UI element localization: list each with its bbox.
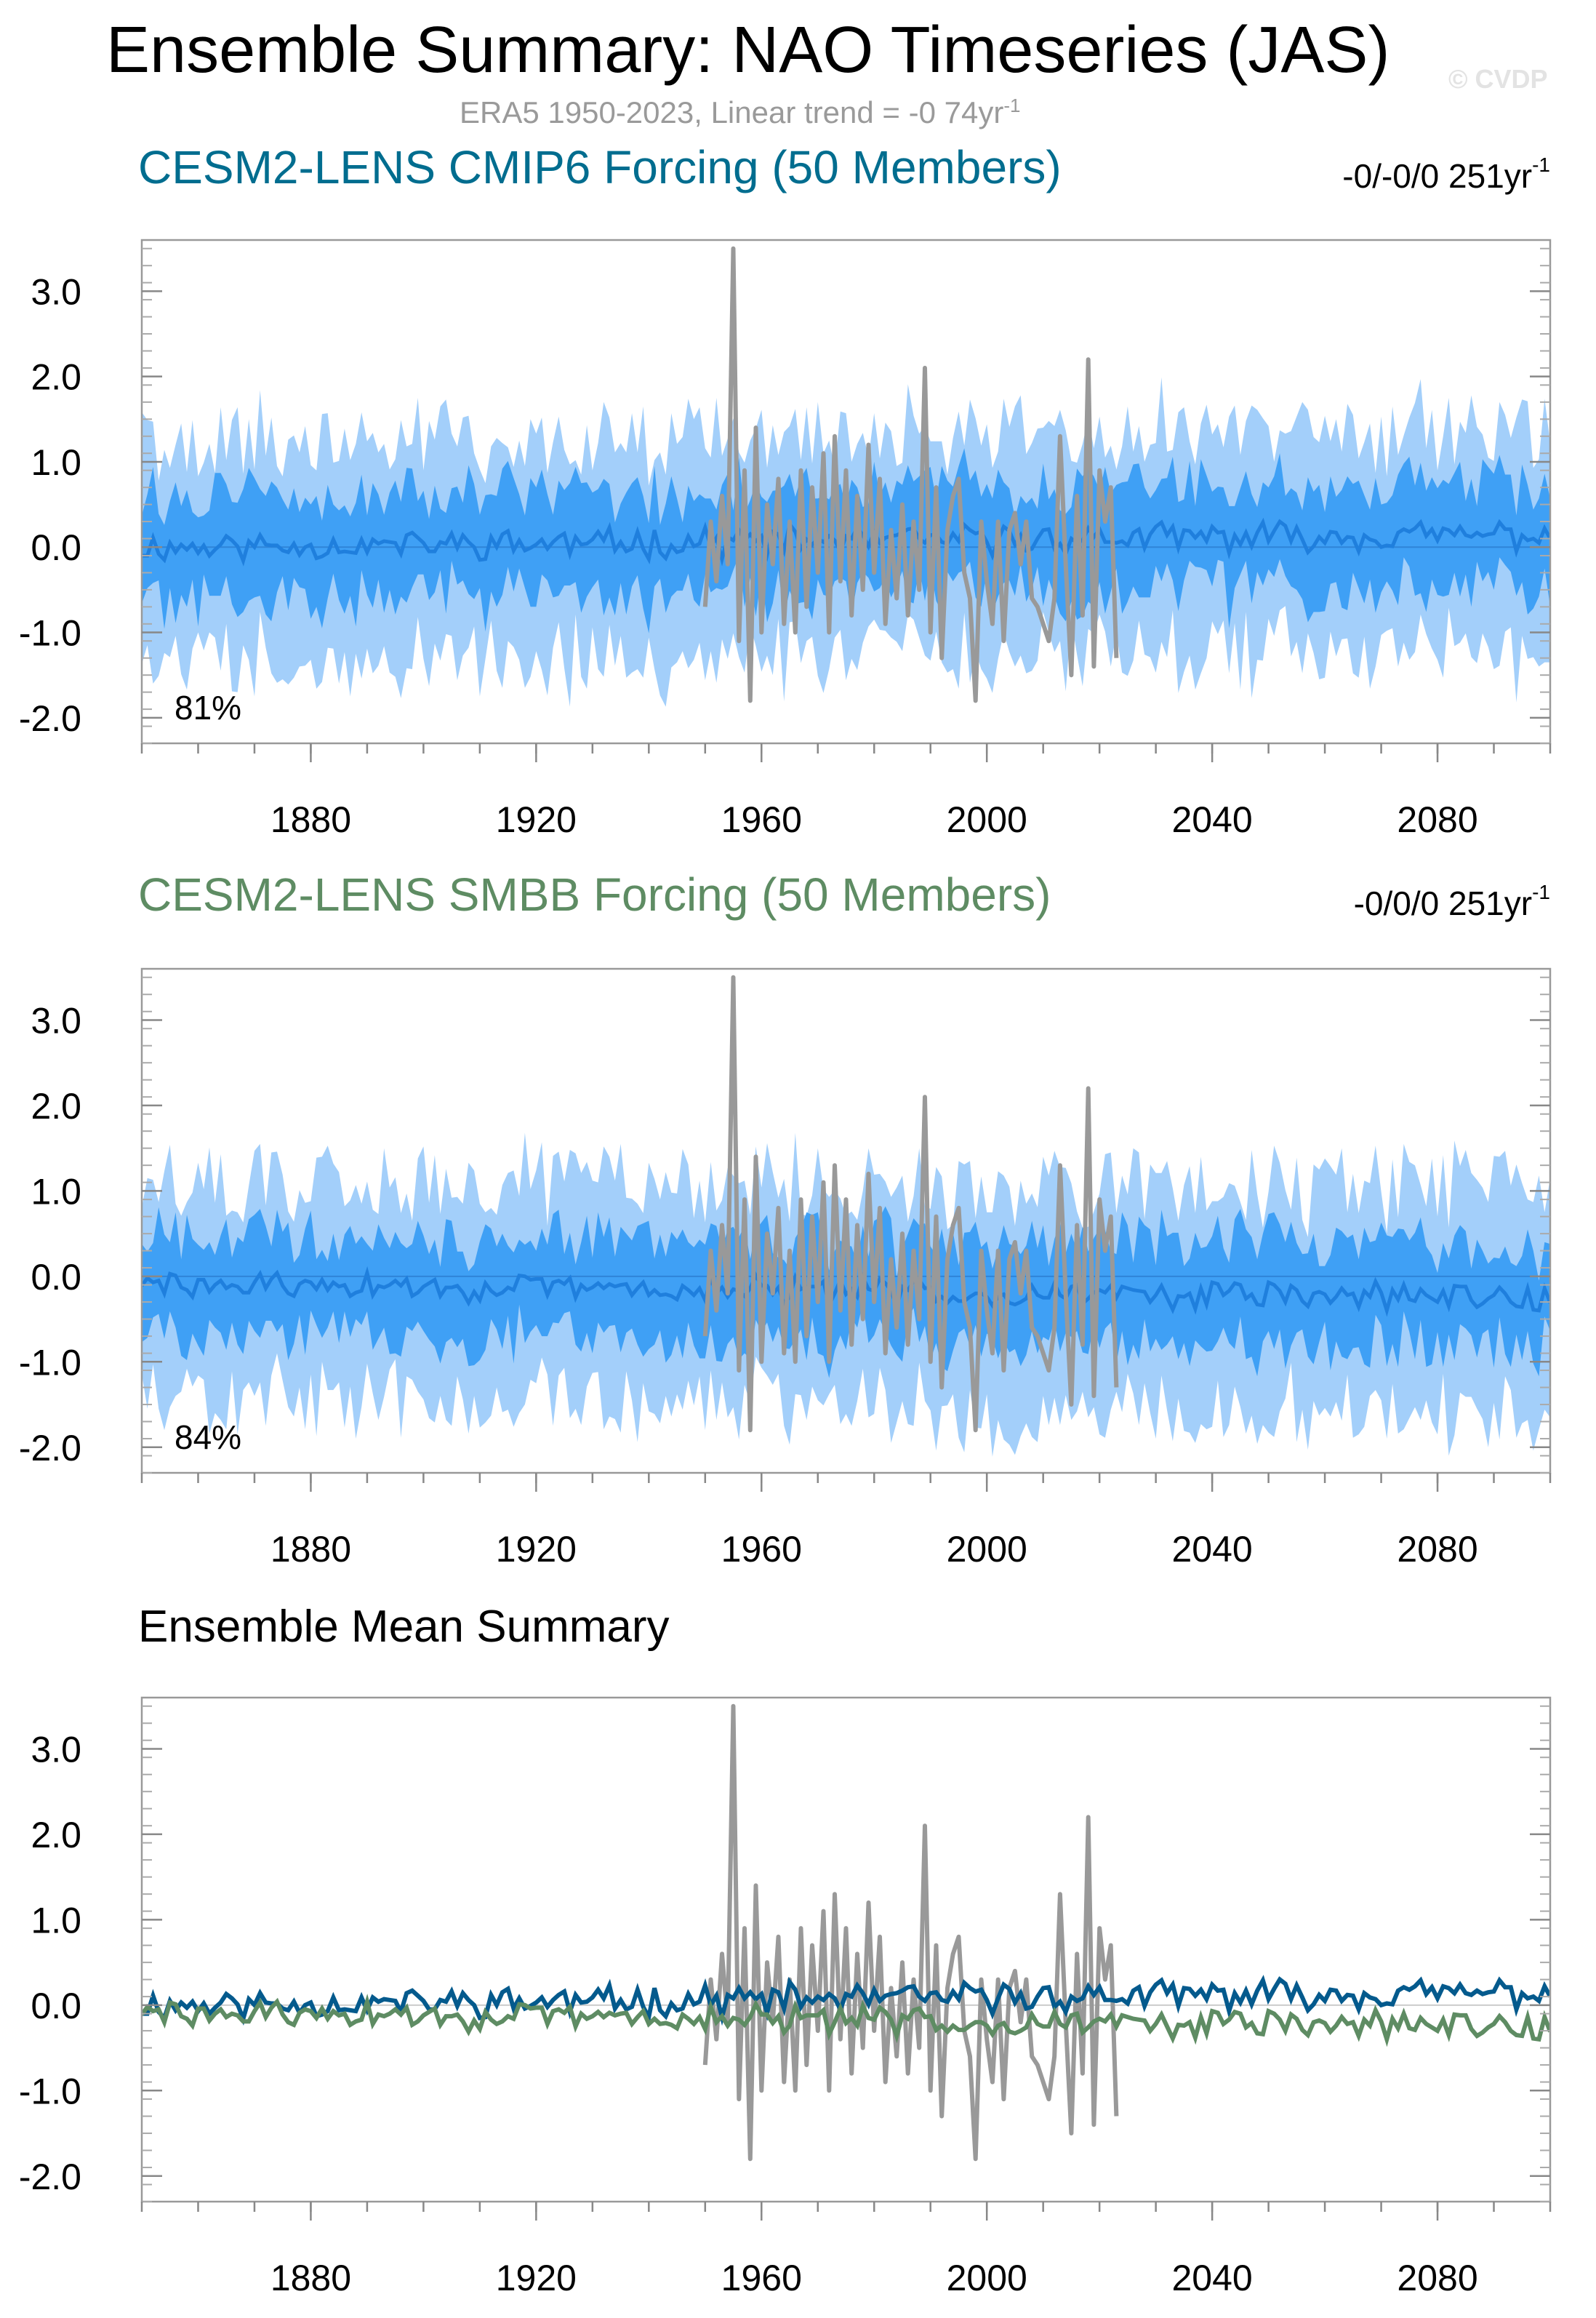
observed-line bbox=[702, 1703, 1119, 2162]
panel-title: CESM2-LENS CMIP6 Forcing (50 Members) bbox=[138, 141, 1062, 193]
y-tick-label: 3.0 bbox=[31, 1000, 81, 1041]
panel-title: Ensemble Mean Summary bbox=[138, 1602, 670, 1652]
ensemble-mean-line bbox=[142, 1266, 1550, 1317]
y-tick-label: -2.0 bbox=[19, 1428, 81, 1468]
y-tick-label: 2.0 bbox=[31, 1815, 81, 1855]
x-tick-label: 2000 bbox=[947, 1529, 1027, 1570]
ensemble-mean-line bbox=[142, 517, 1550, 567]
trend-text: -0/0/0 251yr bbox=[1354, 884, 1532, 922]
x-tick-label: 2040 bbox=[1172, 1529, 1253, 1570]
y-tick-label: 3.0 bbox=[31, 271, 81, 312]
trend-text: -0/-0/0 251yr bbox=[1342, 157, 1532, 195]
y-tick-label: 0.0 bbox=[31, 527, 81, 568]
x-tick-label: 1920 bbox=[496, 1529, 577, 1570]
cmip6-mean-line bbox=[142, 1975, 1550, 2026]
x-tick-label: 2000 bbox=[947, 2258, 1027, 2298]
y-tick-label: 0.0 bbox=[31, 1986, 81, 2026]
trend-label: -0/0/0 251yr-1 bbox=[1354, 881, 1550, 922]
figure-title: Ensemble Summary: NAO Timeseries (JAS) bbox=[106, 14, 1390, 87]
y-tick-label: 0.0 bbox=[31, 1257, 81, 1298]
chart-panel-2: 3.0 2.0 1.0 0.0 -1.0 -2.0 1880 1920 1960 2000 2040… bbox=[19, 868, 1552, 1570]
y-tick-label: -2.0 bbox=[19, 698, 81, 739]
y-tick-label: -2.0 bbox=[19, 2157, 81, 2197]
y-tick-label: 2.0 bbox=[31, 357, 81, 398]
observed-line bbox=[702, 246, 1119, 703]
x-tick-label: 1880 bbox=[270, 799, 351, 840]
x-tick-label: 2080 bbox=[1397, 799, 1477, 840]
plot-area-2 bbox=[142, 975, 1550, 1457]
plot-frame bbox=[140, 1696, 1552, 2203]
trend-label: -0/-0/0 251yr-1 bbox=[1342, 153, 1550, 195]
y-tick-label: 1.0 bbox=[31, 442, 81, 483]
percent-label: 84% bbox=[175, 1418, 241, 1456]
trend-superscript: -1 bbox=[1532, 881, 1550, 903]
plot-area-3 bbox=[142, 1703, 1550, 2162]
x-tick-label: 2040 bbox=[1172, 799, 1253, 840]
plot-frame bbox=[140, 967, 1552, 1474]
y-tick-label: 1.0 bbox=[31, 1900, 81, 1941]
percent-label: 81% bbox=[175, 689, 241, 727]
plot-frame bbox=[140, 239, 1552, 745]
y-tick-label: 2.0 bbox=[31, 1086, 81, 1127]
smbb-mean-line bbox=[142, 1994, 1550, 2047]
figure-subtitle: ERA5 1950-2023, Linear trend = -0 74yr-1 bbox=[460, 95, 1020, 130]
plot-area-1 bbox=[142, 246, 1550, 707]
observed-line bbox=[702, 975, 1119, 1433]
x-tick-label: 2000 bbox=[947, 799, 1027, 840]
trend-superscript: -1 bbox=[1532, 153, 1550, 176]
subtitle-text: ERA5 1950-2023, Linear trend = -0 74yr bbox=[460, 95, 1004, 129]
y-tick-label: -1.0 bbox=[19, 613, 81, 654]
y-tick-label: 1.0 bbox=[31, 1171, 81, 1212]
y-tick-label: 3.0 bbox=[31, 1729, 81, 1770]
y-tick-label: -1.0 bbox=[19, 2071, 81, 2111]
x-tick-label: 1920 bbox=[496, 799, 577, 840]
x-tick-label: 2080 bbox=[1397, 2258, 1477, 2298]
x-tick-label: 1880 bbox=[270, 2258, 351, 2298]
y-tick-label: -1.0 bbox=[19, 1342, 81, 1383]
x-tick-label: 1960 bbox=[721, 799, 802, 840]
x-tick-label: 1960 bbox=[721, 1529, 802, 1570]
x-tick-label: 1880 bbox=[270, 1529, 351, 1570]
x-tick-label: 1960 bbox=[721, 2258, 802, 2298]
panel-title: CESM2-LENS SMBB Forcing (50 Members) bbox=[138, 868, 1051, 921]
x-tick-label: 1920 bbox=[496, 2258, 577, 2298]
subtitle-superscript: -1 bbox=[1003, 95, 1021, 116]
x-tick-label: 2040 bbox=[1172, 2258, 1253, 2298]
chart-panel-3: 3.0 2.0 1.0 0.0 -1.0 -2.0 1880 1920 1960 2000 2040… bbox=[19, 1602, 1552, 2298]
x-tick-label: 2080 bbox=[1397, 1529, 1477, 1570]
watermark: © CVDP bbox=[1448, 64, 1548, 94]
chart-panel-1: 3.0 2.0 1.0 0.0 -1.0 -2.0 1880 1920 1960 2000 2040… bbox=[19, 141, 1552, 840]
